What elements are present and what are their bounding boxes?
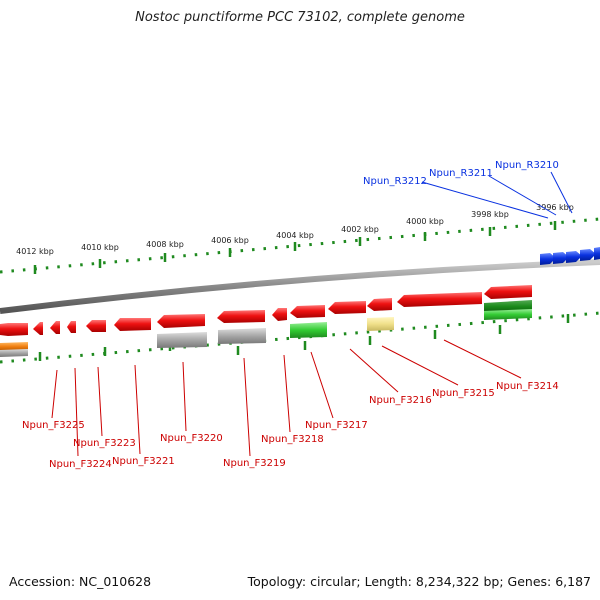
scale-label: 3996 kbp — [536, 203, 574, 212]
gene-arrow-reverse[interactable] — [397, 292, 482, 307]
forward-strand-genes — [540, 247, 600, 265]
gene-arrow-forward[interactable] — [540, 253, 556, 265]
feature-block-gray[interactable] — [157, 332, 207, 348]
gene-arrow-reverse[interactable] — [86, 320, 106, 332]
reverse-leader-lines — [51, 339, 522, 457]
gene-label-forward[interactable]: Npun_R3212 — [363, 176, 427, 187]
gene-label-reverse[interactable]: Npun_F3215 — [432, 388, 495, 399]
gene-arrow-forward[interactable] — [580, 249, 596, 261]
gene-arrow-reverse[interactable] — [367, 298, 392, 311]
feature-block-gray[interactable] — [218, 328, 266, 344]
gene-arrow-reverse[interactable] — [157, 314, 205, 328]
accession-text: Accession: NC_010628 — [9, 574, 152, 589]
forward-leader-lines — [421, 171, 573, 219]
gene-arrow-forward[interactable] — [594, 247, 600, 260]
gene-label-forward[interactable]: Npun_R3210 — [495, 160, 559, 171]
gene-arrow-reverse[interactable] — [114, 318, 151, 331]
gene-arrow-forward[interactable] — [553, 252, 569, 264]
gene-label-reverse[interactable]: Npun_F3224 — [49, 459, 112, 470]
scale-major-ticks — [33, 221, 557, 274]
feature-track — [0, 300, 532, 357]
feature-block-gray[interactable] — [0, 349, 28, 357]
gene-arrow-reverse[interactable] — [290, 305, 325, 318]
scale-label: 3998 kbp — [471, 210, 509, 219]
scale-label: 4002 kbp — [341, 225, 379, 234]
scale-label: 4008 kbp — [146, 240, 184, 249]
gene-arrow-reverse[interactable] — [272, 308, 287, 321]
gene-label-reverse[interactable]: Npun_F3225 — [22, 420, 85, 431]
feature-block-orange[interactable] — [0, 342, 28, 351]
feature-block-green[interactable] — [484, 309, 532, 320]
gene-arrow-forward[interactable] — [566, 251, 582, 263]
scale-label: 4004 kbp — [276, 231, 314, 240]
gene-label-reverse[interactable]: Npun_F3217 — [305, 420, 368, 431]
gene-arrow-reverse[interactable] — [0, 323, 28, 336]
gene-arrow-reverse[interactable] — [50, 321, 60, 334]
gene-label-reverse[interactable]: Npun_F3221 — [112, 456, 175, 467]
feature-block-green[interactable] — [290, 322, 327, 338]
gene-label-reverse[interactable]: Npun_F3223 — [73, 438, 136, 449]
gene-arrow-reverse[interactable] — [328, 301, 366, 314]
scale-label: 4006 kbp — [211, 236, 249, 245]
page-title: Nostoc punctiforme PCC 73102, complete g… — [135, 10, 465, 25]
lower-major-ticks — [38, 314, 570, 361]
gene-label-reverse[interactable]: Npun_F3214 — [496, 381, 559, 392]
reverse-strand-genes — [0, 285, 532, 336]
scale-dot-row — [0, 217, 600, 274]
scale-label: 4000 kbp — [406, 217, 444, 226]
scale-label: 4012 kbp — [16, 247, 54, 256]
genome-backbone — [0, 259, 600, 314]
gene-label-forward[interactable]: Npun_R3211 — [429, 168, 493, 179]
feature-block-yellow[interactable] — [367, 317, 394, 331]
gene-label-reverse[interactable]: Npun_F3218 — [261, 434, 324, 445]
genome-summary-text: Topology: circular; Length: 8,234,322 bp… — [247, 574, 591, 589]
gene-arrow-reverse[interactable] — [33, 322, 43, 335]
gene-arrow-reverse[interactable] — [67, 321, 76, 333]
gene-label-reverse[interactable]: Npun_F3219 — [223, 458, 286, 469]
gene-label-reverse[interactable]: Npun_F3220 — [160, 433, 223, 444]
scale-label: 4010 kbp — [81, 243, 119, 252]
gene-arrow-reverse[interactable] — [217, 310, 265, 323]
gene-label-reverse[interactable]: Npun_F3216 — [369, 395, 432, 406]
gene-arrow-reverse[interactable] — [484, 285, 532, 299]
